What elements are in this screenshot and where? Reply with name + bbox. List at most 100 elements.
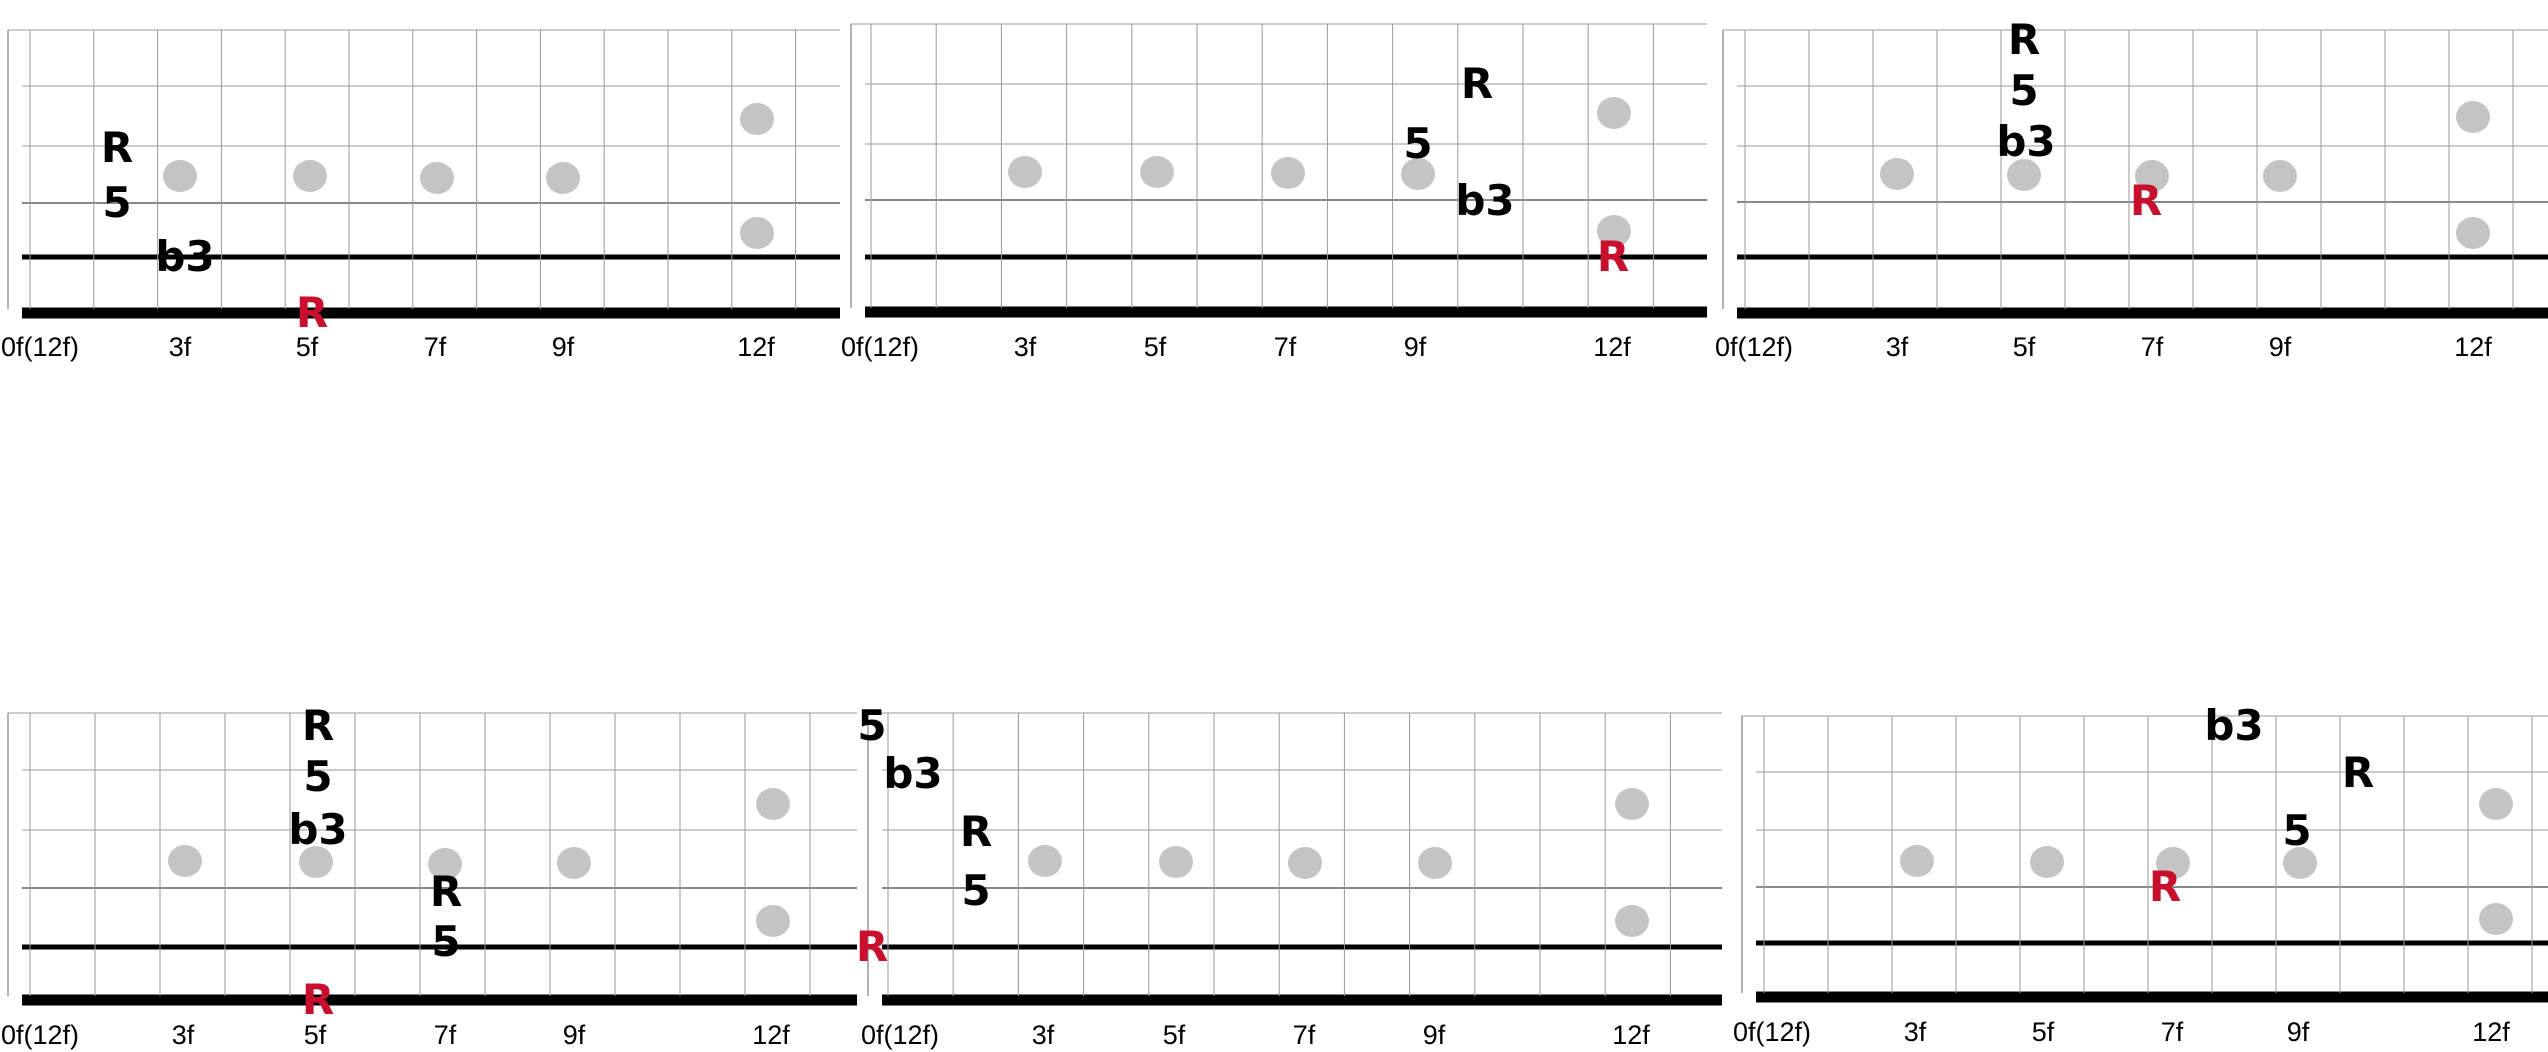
note-d5-root-red: R [855, 922, 889, 971]
fret-marker-dot [1418, 847, 1452, 879]
fret-marker-dot [546, 162, 580, 194]
note-d4-minor-third: b3 [288, 805, 348, 854]
fret-label-d3-5: 5f [2012, 332, 2036, 362]
fret-label-d4-9: 9f [562, 1020, 586, 1050]
fret-label-d6-5: 5f [2031, 1017, 2055, 1047]
fret-label-d3-7: 7f [2140, 332, 2164, 362]
fretboard-diagram-6 [1741, 715, 2548, 1003]
note-d4-root: R [301, 701, 335, 750]
fret-marker-dot [428, 848, 462, 880]
fret-label-d6-9: 9f [2286, 1017, 2310, 1047]
fretboard-diagram-3 [1722, 29, 2548, 319]
fret-label-d4-12: 12f [752, 1020, 790, 1050]
fret-marker-dot [1288, 847, 1322, 879]
note-d4-root-red: R [301, 975, 335, 1024]
fret-marker-dot [2479, 788, 2513, 820]
fret-label-d6-12: 12f [2472, 1017, 2510, 1047]
fret-label-d2-7: 7f [1273, 332, 1297, 362]
note-d5-fifth: 5 [857, 701, 887, 750]
fret-label-d3-12: 12f [2454, 332, 2492, 362]
note-d4-root-2: R [429, 867, 463, 916]
note-d2-root: R [1460, 59, 1494, 108]
fret-label-d2-9: 9f [1403, 332, 1427, 362]
fret-marker-dot [1880, 158, 1914, 190]
fret-marker-dot [2156, 847, 2190, 879]
note-d6-minor-third: b3 [2204, 701, 2264, 750]
fret-marker-dot [163, 160, 197, 192]
fret-label-d5-0: 0f(12f) [860, 1020, 940, 1050]
fret-label-d2-0: 0f(12f) [840, 332, 920, 362]
note-d5-root: R [959, 807, 993, 856]
fret-label-d2-12: 12f [1593, 332, 1631, 362]
fret-marker-dot [1008, 156, 1042, 188]
fret-marker-dot [299, 846, 333, 878]
fret-label-d3-3: 3f [1885, 332, 1909, 362]
note-d1-root: R [100, 123, 134, 172]
fret-label-d5-9: 9f [1422, 1020, 1446, 1050]
fret-label-d5-7: 7f [1292, 1020, 1316, 1050]
fret-label-d3-9: 9f [2268, 332, 2292, 362]
note-d2-minor-third: b3 [1455, 176, 1515, 225]
fretboard-diagram-1 [7, 29, 840, 319]
fret-marker-dot [756, 905, 790, 937]
fret-marker-dot [1615, 905, 1649, 937]
note-d6-fifth: 5 [2282, 806, 2312, 855]
fret-label-d1-0: 0f(12f) [0, 332, 80, 362]
note-d3-root-red: R [2129, 176, 2163, 225]
note-d1-fifth: 5 [102, 178, 132, 227]
fret-marker-dot [1597, 215, 1631, 247]
fret-label-d3-0: 0f(12f) [1714, 332, 1794, 362]
note-d3-minor-third: b3 [1996, 117, 2056, 166]
fret-marker-dot [1900, 845, 1934, 877]
fret-label-d2-5: 5f [1143, 332, 1167, 362]
fret-marker-dot [2283, 847, 2317, 879]
fret-marker-dot [1401, 158, 1435, 190]
note-d6-root-red: R [2148, 862, 2182, 911]
fret-marker-dot [2030, 846, 2064, 878]
fret-marker-dot [557, 847, 591, 879]
fret-label-d4-3: 3f [171, 1020, 195, 1050]
fret-marker-dot [293, 160, 327, 192]
note-d1-minor-third: b3 [155, 232, 215, 281]
fret-label-d1-12: 12f [737, 332, 775, 362]
note-d2-root-red: R [1596, 232, 1630, 281]
fret-label-d5-3: 3f [1031, 1020, 1055, 1050]
note-d4-fifth-2: 5 [431, 917, 461, 966]
fret-label-d6-3: 3f [1903, 1017, 1927, 1047]
fret-marker-dot [2479, 903, 2513, 935]
fretboard-diagram-4 [7, 712, 857, 1006]
fret-label-d1-3: 3f [168, 332, 192, 362]
note-d1-root-red: R [295, 288, 329, 337]
fret-marker-dot [756, 788, 790, 820]
fretboard-diagram-2 [850, 23, 1707, 318]
note-d6-root: R [2341, 748, 2375, 797]
fret-label-d4-7: 7f [433, 1020, 457, 1050]
fret-label-d5-12: 12f [1612, 1020, 1650, 1050]
fret-label-d4-5: 5f [303, 1020, 327, 1050]
fret-label-d5-5: 5f [1162, 1020, 1186, 1050]
fret-marker-dot [740, 217, 774, 249]
note-d3-fifth: 5 [2009, 66, 2039, 115]
note-d4-fifth: 5 [303, 752, 333, 801]
fret-marker-dot [1159, 846, 1193, 878]
fret-marker-dot [1615, 788, 1649, 820]
note-d5-minor-third: b3 [883, 749, 943, 798]
note-d2-fifth: 5 [1403, 119, 1433, 168]
fret-label-d1-7: 7f [423, 332, 447, 362]
fret-label-d2-3: 3f [1013, 332, 1037, 362]
fret-marker-dot [168, 845, 202, 877]
fret-marker-dot [2135, 160, 2169, 192]
fret-marker-dot [1140, 156, 1174, 188]
fret-marker-dot [1271, 157, 1305, 189]
fret-marker-dot [420, 162, 454, 194]
fret-marker-dot [2007, 159, 2041, 191]
fretboard-diagram-5 [867, 712, 1722, 1006]
fret-label-d1-5: 5f [295, 332, 319, 362]
fret-marker-dot [1597, 97, 1631, 129]
note-d5-fifth-2: 5 [961, 866, 991, 915]
fret-marker-dot [1028, 845, 1062, 877]
fret-marker-dot [740, 103, 774, 135]
fret-marker-dot [2456, 101, 2490, 133]
fret-label-d4-0: 0f(12f) [0, 1020, 80, 1050]
fret-marker-dot [2263, 160, 2297, 192]
